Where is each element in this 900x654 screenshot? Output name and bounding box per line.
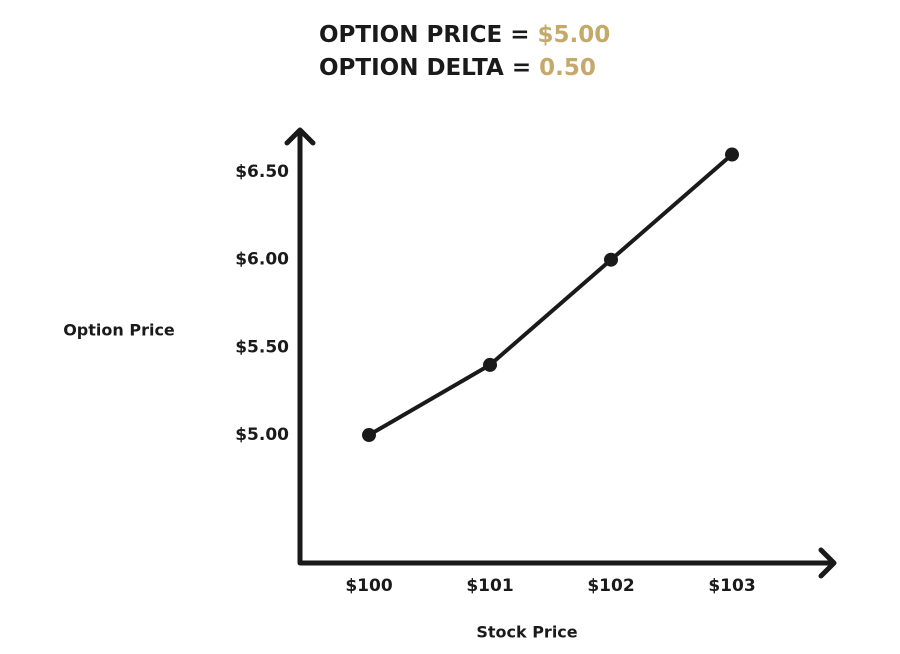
y-arrow [284,127,316,146]
x-arrow [818,547,837,579]
point [483,357,497,372]
title-value: $5.00 [537,22,610,48]
title-label: OPTION DELTA = [319,55,531,81]
point [362,428,376,443]
title-line: OPTION DELTA = 0.50 [319,55,596,81]
y-axis-title: Option Price [63,321,175,340]
y-tick-label: $5.50 [235,337,289,357]
title-line: OPTION PRICE = $5.00 [319,22,610,48]
y-tick-label: $5.00 [235,425,289,445]
axis-line [297,129,835,566]
x-tick-label: $101 [466,576,513,596]
title-label: OPTION PRICE = [319,22,529,48]
x-tick-label: $102 [587,576,634,596]
axes [284,127,837,579]
line [367,153,734,437]
x-tick-label: $100 [345,576,392,596]
y-tick-label: $6.50 [235,162,289,182]
point [604,252,618,267]
x-tick-label: $103 [708,576,755,596]
x-axis-title: Stock Price [476,623,577,642]
title-value: 0.50 [539,55,596,81]
point [725,147,739,162]
y-tick-label: $6.00 [235,250,289,270]
